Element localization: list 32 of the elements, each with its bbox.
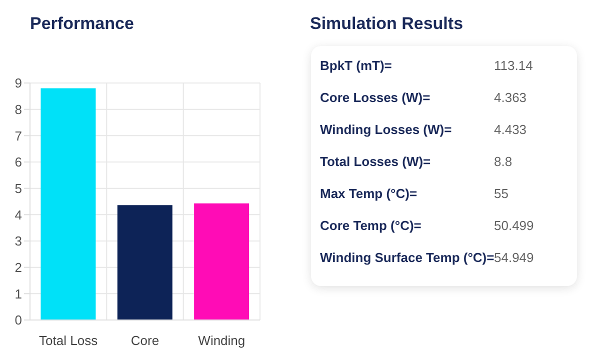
- category-label: Winding Surface Temp (°C)=: [320, 250, 494, 265]
- y-tick-label: 8: [14, 102, 22, 117]
- y-tick-label: 2: [14, 260, 22, 275]
- text: Simulation Results: [310, 14, 464, 34]
- category-label: Core Temp (°C)=: [320, 218, 422, 233]
- y-tick-label: 7: [14, 128, 22, 144]
- data-label: 50.499: [494, 218, 534, 233]
- category-label: Max Temp (°C)=: [320, 186, 418, 201]
- category-label: Total Losses (W)=: [320, 154, 431, 169]
- y-tick-label: 6: [14, 154, 22, 170]
- y-tick-label: 1: [14, 286, 22, 302]
- y-tick-label: 0: [14, 312, 22, 328]
- x-tick-label: Winding: [198, 333, 246, 348]
- x-tick-label: Total Loss: [39, 333, 98, 348]
- data-label: 55: [494, 186, 508, 201]
- y-tick-label: 4: [14, 207, 22, 222]
- data-label: 113.14: [494, 58, 533, 73]
- chart-title: Performance: [30, 14, 134, 34]
- x-tick-label: Core: [130, 333, 160, 348]
- y-tick-label: 3: [14, 234, 22, 249]
- data-label: 4.363: [494, 90, 527, 105]
- bar: [194, 203, 250, 320]
- category-label: Core Losses (W)=: [320, 90, 430, 105]
- data-label: 54.949: [494, 250, 534, 265]
- y-tick-label: 5: [14, 180, 22, 196]
- y-tick-label: 9: [14, 76, 22, 91]
- category-label: Winding Losses (W)=: [320, 122, 452, 137]
- bar: [117, 205, 172, 320]
- category-label: BpkT (mT)=: [320, 58, 392, 73]
- data-label: 4.433: [494, 122, 527, 137]
- bar: [40, 88, 96, 320]
- data-label: 8.8: [494, 154, 512, 169]
